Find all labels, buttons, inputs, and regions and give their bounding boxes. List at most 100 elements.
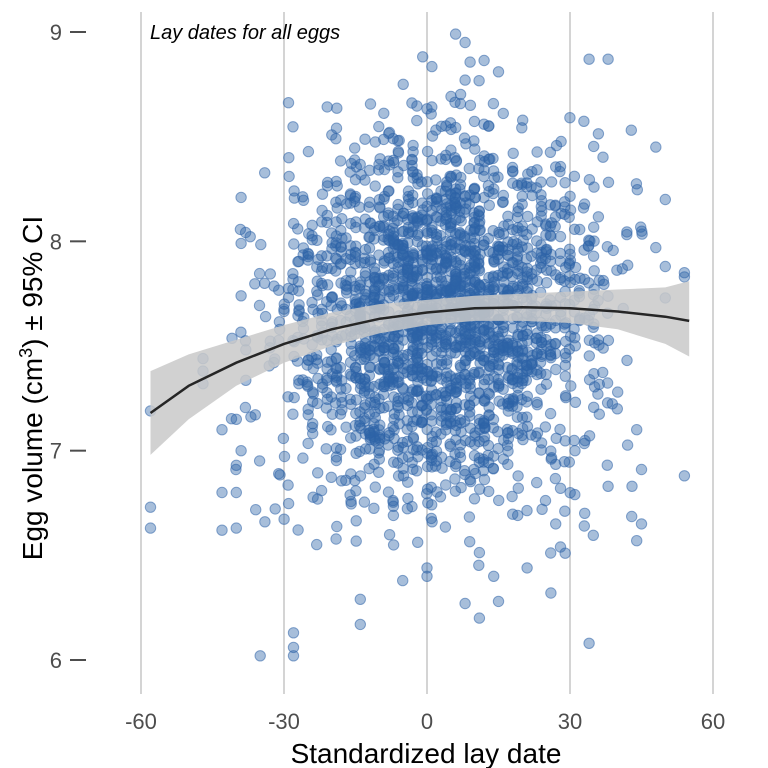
data-point (506, 161, 519, 174)
data-point (373, 120, 385, 133)
data-point (460, 203, 472, 215)
data-point (554, 247, 566, 260)
data-point (325, 391, 337, 403)
data-point (520, 396, 533, 408)
data-point (474, 483, 486, 495)
data-point (253, 267, 266, 280)
data-point (597, 151, 609, 163)
data-point (407, 463, 419, 475)
data-point (512, 470, 524, 482)
data-point (449, 192, 461, 205)
data-point (430, 445, 443, 457)
data-point (434, 271, 447, 283)
y-axis: 6 7 8 9 (50, 20, 86, 673)
data-point (578, 115, 590, 128)
data-point (426, 516, 438, 528)
data-point (264, 268, 276, 280)
data-point (449, 473, 461, 485)
data-point (602, 53, 614, 65)
data-point (331, 180, 343, 192)
data-point (383, 235, 396, 247)
data-point (373, 444, 386, 457)
data-point (583, 53, 595, 65)
data-point (383, 285, 395, 298)
data-point (565, 380, 577, 392)
data-point (345, 345, 358, 357)
data-point (369, 481, 381, 493)
data-point (306, 219, 318, 232)
data-point (374, 202, 386, 214)
data-point (330, 451, 343, 463)
data-point (497, 284, 510, 296)
data-point (559, 547, 571, 559)
data-point (283, 170, 295, 183)
data-point (255, 238, 267, 251)
data-point (536, 503, 548, 515)
data-point (502, 458, 514, 471)
data-point (407, 139, 419, 152)
data-point (336, 300, 348, 312)
data-point (373, 220, 386, 232)
data-point (216, 524, 228, 536)
data-point (311, 397, 323, 410)
data-point (512, 509, 524, 522)
data-point (550, 363, 562, 376)
data-point (545, 265, 557, 277)
data-point (550, 432, 562, 444)
data-point (349, 192, 361, 204)
data-point (464, 406, 476, 418)
data-point (274, 469, 286, 481)
data-point (244, 231, 256, 243)
data-point (325, 471, 337, 483)
data-point (544, 349, 557, 362)
data-point (401, 264, 414, 276)
data-point (554, 482, 567, 494)
data-point (592, 128, 605, 140)
data-point (269, 503, 281, 515)
data-point (450, 154, 463, 167)
data-point (406, 159, 418, 172)
data-point (444, 438, 456, 450)
data-point (492, 331, 504, 343)
data-point (469, 427, 481, 439)
data-point (336, 213, 348, 225)
data-point (344, 368, 356, 380)
data-point (635, 463, 648, 476)
data-point (426, 499, 438, 511)
y-axis-title-superscript: 3 (16, 348, 36, 358)
data-point (340, 474, 352, 486)
data-point (521, 411, 533, 423)
data-point (583, 637, 595, 649)
data-point (526, 366, 538, 378)
data-point (430, 370, 443, 382)
x-tick-label: 30 (558, 709, 582, 734)
data-point (626, 510, 638, 523)
data-point (574, 223, 586, 236)
data-point (416, 256, 429, 268)
data-point (350, 515, 362, 527)
data-point (578, 273, 591, 285)
data-point (559, 347, 571, 360)
data-point (364, 98, 377, 110)
data-point (516, 198, 528, 210)
data-point (516, 429, 528, 442)
data-point (392, 172, 404, 184)
data-point (335, 391, 347, 403)
data-point (426, 205, 438, 217)
data-point (379, 357, 391, 369)
data-point (230, 486, 243, 499)
data-point (402, 492, 414, 505)
data-point (421, 176, 433, 188)
data-point (521, 242, 534, 254)
data-point (487, 422, 500, 434)
data-point (321, 209, 333, 222)
data-point (431, 358, 443, 370)
data-point (350, 447, 362, 459)
data-point (412, 228, 424, 240)
data-point (253, 299, 266, 312)
data-point (554, 165, 566, 178)
data-point (450, 121, 462, 134)
data-point (412, 536, 424, 548)
data-point (355, 353, 367, 366)
data-point (258, 277, 271, 289)
